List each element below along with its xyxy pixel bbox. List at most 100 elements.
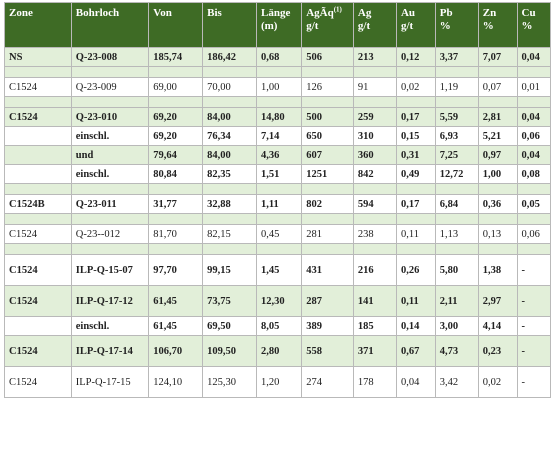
cell-ag: 594 bbox=[352, 194, 397, 214]
header-row: Zone Bohrloch Von Bis Länge (m) AgÃq(1) g/t Ag g/… bbox=[4, 2, 552, 48]
cell-bohrloch: Q-23--012 bbox=[70, 224, 150, 244]
cell-pb: 4,73 bbox=[434, 335, 479, 367]
spacer-cell bbox=[516, 96, 552, 108]
table-row: und 79,64 84,00 4,36 607 360 0,31 7,25 0,97 0,04 bbox=[4, 145, 552, 165]
spacer-cell bbox=[4, 243, 72, 255]
cell-lange: 1,20 bbox=[255, 366, 303, 398]
column-header-unit: g/t bbox=[400, 20, 414, 32]
spacer-cell bbox=[148, 243, 204, 255]
cell-ag: 371 bbox=[352, 335, 397, 367]
spacer-cell bbox=[202, 96, 257, 108]
cell-pb: 3,37 bbox=[434, 47, 479, 67]
spacer-cell bbox=[477, 183, 518, 195]
cell-ag: 360 bbox=[352, 145, 397, 165]
column-header-cu: Cu% bbox=[516, 2, 552, 48]
cell-bis: 76,34 bbox=[202, 126, 257, 146]
cell-zone bbox=[4, 164, 72, 184]
cell-bohrloch: und bbox=[70, 145, 150, 165]
cell-von: 97,70 bbox=[148, 254, 204, 286]
spacer-cell bbox=[301, 96, 354, 108]
spacer-cell bbox=[255, 183, 303, 195]
cell-zone: C1524 bbox=[4, 224, 72, 244]
column-header-lange: Länge (m) bbox=[255, 2, 303, 48]
cell-lange: 1,11 bbox=[255, 194, 303, 214]
table-row: C1524 ILP-Q-17-14 106,70 109,50 2,80 558 371 0,… bbox=[4, 335, 552, 367]
cell-cu: 0,08 bbox=[516, 164, 552, 184]
cell-bohrloch: ILP-Q-17-12 bbox=[70, 285, 150, 317]
cell-cu: 0,05 bbox=[516, 194, 552, 214]
spacer-cell bbox=[434, 243, 479, 255]
cell-ag: 213 bbox=[352, 47, 397, 67]
cell-bis: 84,00 bbox=[202, 145, 257, 165]
table-row: C1524 ILP-Q-17-12 61,45 73,75 12,30 287 141 0,1… bbox=[4, 285, 552, 317]
spacer-cell bbox=[434, 213, 479, 225]
cell-lange: 1,51 bbox=[255, 164, 303, 184]
cell-bohrloch: ILP-Q-17-15 bbox=[70, 366, 150, 398]
spacer-cell bbox=[395, 243, 436, 255]
cell-zone: C1524 bbox=[4, 254, 72, 286]
spacer-cell bbox=[70, 183, 150, 195]
cell-au: 0,31 bbox=[395, 145, 436, 165]
spacer-cell bbox=[70, 213, 150, 225]
cell-bohrloch: Q-23-011 bbox=[70, 194, 150, 214]
cell-agaq: 500 bbox=[301, 107, 354, 127]
cell-von: 69,20 bbox=[148, 107, 204, 127]
cell-au: 0,67 bbox=[395, 335, 436, 367]
cell-cu: - bbox=[516, 285, 552, 317]
assay-results-table: Zone Bohrloch Von Bis Länge (m) AgÃq(1) g/t Ag g/… bbox=[4, 2, 552, 398]
cell-zone bbox=[4, 145, 72, 165]
spacer-cell bbox=[395, 183, 436, 195]
cell-au: 0,04 bbox=[395, 366, 436, 398]
column-header-von: Von bbox=[148, 2, 204, 48]
cell-bis: 69,50 bbox=[202, 316, 257, 336]
table-header: Zone Bohrloch Von Bis Länge (m) AgÃq(1) g/t Ag g/… bbox=[4, 2, 552, 48]
spacer-row bbox=[4, 96, 552, 108]
cell-lange: 4,36 bbox=[255, 145, 303, 165]
cell-zone: C1524 bbox=[4, 335, 72, 367]
cell-agaq: 607 bbox=[301, 145, 354, 165]
column-header-label: Länge bbox=[260, 7, 291, 19]
spacer-row bbox=[4, 213, 552, 225]
cell-bohrloch: Q-23-009 bbox=[70, 77, 150, 97]
cell-cu: - bbox=[516, 366, 552, 398]
spacer-row bbox=[4, 243, 552, 255]
cell-lange: 0,45 bbox=[255, 224, 303, 244]
cell-au: 0,14 bbox=[395, 316, 436, 336]
column-header-unit: % bbox=[482, 20, 494, 32]
spacer-cell bbox=[352, 213, 397, 225]
cell-agaq: 281 bbox=[301, 224, 354, 244]
table-row: NS Q-23-008 185,74 186,42 0,68 506 213 0,12 3,37… bbox=[4, 47, 552, 67]
cell-ag: 310 bbox=[352, 126, 397, 146]
cell-agaq: 1251 bbox=[301, 164, 354, 184]
cell-lange: 14,80 bbox=[255, 107, 303, 127]
cell-pb: 1,19 bbox=[434, 77, 479, 97]
spacer-cell bbox=[352, 66, 397, 78]
spacer-cell bbox=[148, 213, 204, 225]
cell-bohrloch: einschl. bbox=[70, 164, 150, 184]
cell-cu: 0,04 bbox=[516, 47, 552, 67]
cell-zn: 1,00 bbox=[477, 164, 518, 184]
spacer-row bbox=[4, 66, 552, 78]
cell-von: 79,64 bbox=[148, 145, 204, 165]
spacer-cell bbox=[4, 66, 72, 78]
cell-von: 31,77 bbox=[148, 194, 204, 214]
spacer-cell bbox=[477, 66, 518, 78]
cell-zn: 1,38 bbox=[477, 254, 518, 286]
cell-cu: 0,01 bbox=[516, 77, 552, 97]
column-header-label: Bis bbox=[207, 7, 222, 19]
cell-von: 124,10 bbox=[148, 366, 204, 398]
column-header-label: Cu bbox=[521, 7, 536, 19]
column-header-label: Au bbox=[400, 7, 416, 19]
cell-bis: 84,00 bbox=[202, 107, 257, 127]
cell-bis: 82,15 bbox=[202, 224, 257, 244]
cell-bohrloch: einschl. bbox=[70, 316, 150, 336]
cell-zone bbox=[4, 316, 72, 336]
spacer-cell bbox=[301, 183, 354, 195]
cell-bohrloch: ILP-Q-17-14 bbox=[70, 335, 150, 367]
column-header-label: Von bbox=[153, 7, 172, 19]
cell-zn: 4,14 bbox=[477, 316, 518, 336]
spacer-cell bbox=[255, 96, 303, 108]
footnote-marker: (1) bbox=[333, 5, 342, 14]
cell-lange: 2,80 bbox=[255, 335, 303, 367]
cell-cu: 0,04 bbox=[516, 107, 552, 127]
